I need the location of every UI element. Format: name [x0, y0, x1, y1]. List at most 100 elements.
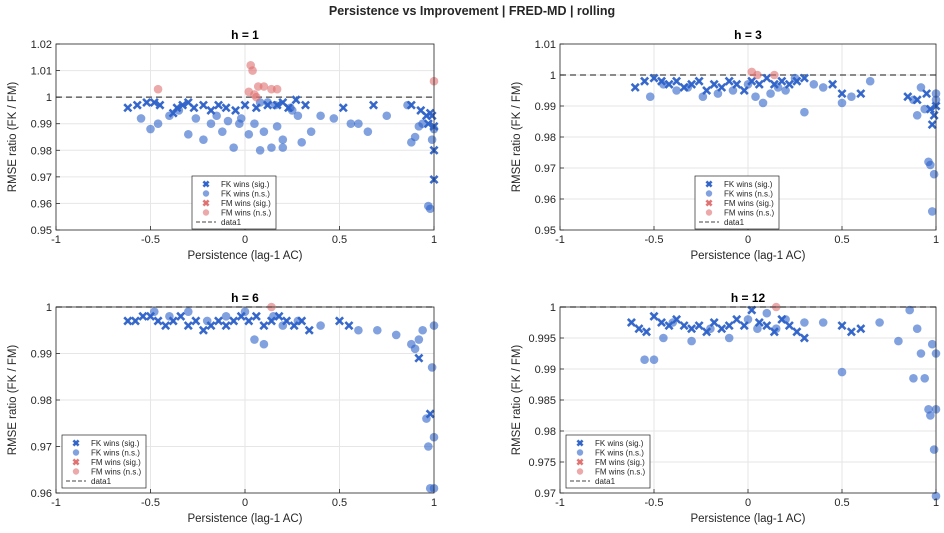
point-fk-wins-n-s-: [165, 312, 174, 321]
x-tick-label: 1: [933, 234, 939, 246]
point-fk-wins-sig-: [231, 105, 241, 115]
y-tick-label: 1: [550, 302, 556, 314]
point-fk-wins-n-s-: [235, 119, 244, 129]
point-fk-wins-n-s-: [136, 114, 146, 123]
x-axis-label: Persistence (lag-1 AC): [690, 513, 805, 525]
point-fk-wins-sig-: [724, 76, 734, 86]
panel-title: h = 6: [231, 291, 259, 305]
legend-entry: FK wins (n.s.): [724, 190, 773, 199]
point-fk-wins-n-s-: [229, 143, 238, 152]
point-fk-wins-n-s-: [706, 324, 715, 334]
legend-entry: FM wins (n.s.): [595, 468, 646, 477]
point-fk-wins-n-s-: [743, 315, 753, 324]
point-fk-wins-n-s-: [927, 207, 937, 216]
point-fk-wins-sig-: [792, 327, 802, 337]
point-fk-wins-n-s-: [278, 135, 288, 144]
point-fk-wins-n-s-: [916, 83, 926, 92]
point-fk-wins-sig-: [300, 100, 310, 110]
point-fk-wins-n-s-: [244, 130, 254, 139]
point-fk-wins-sig-: [214, 100, 224, 110]
x-tick-label: -0.5: [141, 497, 160, 509]
point-fk-wins-n-s-: [790, 73, 800, 83]
point-fk-wins-n-s-: [418, 325, 427, 335]
point-fk-wins-sig-: [837, 89, 847, 99]
point-fk-wins-sig-: [649, 73, 659, 83]
point-fk-wins-n-s-: [773, 83, 783, 92]
point-fk-wins-n-s-: [212, 111, 221, 121]
y-tick-label: 1: [46, 302, 52, 314]
point-fk-wins-sig-: [626, 317, 636, 328]
point-fk-wins-n-s-: [758, 98, 768, 108]
y-tick-label: 0.95: [535, 225, 556, 237]
legend-marker-circle: [705, 209, 713, 216]
legend-entry: FM wins (sig.): [91, 458, 141, 467]
point-fk-wins-sig-: [214, 316, 224, 326]
point-fk-wins-n-s-: [410, 344, 420, 354]
point-fk-wins-n-s-: [354, 325, 363, 335]
panel-title: h = 12: [731, 291, 766, 305]
legend-entry: FK wins (sig.): [595, 439, 644, 448]
point-fk-wins-n-s-: [649, 355, 659, 365]
point-fk-wins-n-s-: [174, 106, 184, 115]
point-fm-wins-n-s-: [753, 70, 762, 80]
legend-entry: FK wins (sig.): [724, 180, 773, 189]
legend-entry: FK wins (n.s.): [91, 449, 140, 458]
point-fk-wins-n-s-: [929, 445, 939, 454]
x-tick-label: 1: [431, 234, 437, 246]
point-fk-wins-n-s-: [909, 374, 918, 383]
point-fk-wins-n-s-: [422, 414, 431, 423]
point-fk-wins-sig-: [123, 316, 133, 326]
point-fk-wins-sig-: [183, 321, 193, 331]
legend-marker-circle: [72, 468, 80, 475]
point-fk-wins-sig-: [291, 95, 301, 105]
point-fk-wins-sig-: [414, 353, 424, 363]
point-fk-wins-sig-: [856, 89, 866, 99]
point-fk-wins-n-s-: [766, 89, 775, 98]
point-fk-wins-n-s-: [931, 491, 941, 501]
y-tick-label: 0.96: [31, 488, 52, 500]
point-fk-wins-n-s-: [926, 411, 935, 420]
point-fk-wins-n-s-: [267, 143, 276, 152]
y-tick-label: 0.97: [535, 488, 556, 500]
point-fk-wins-n-s-: [909, 95, 918, 105]
y-tick-label: 0.98: [31, 395, 52, 407]
point-fk-wins-n-s-: [316, 321, 325, 330]
y-tick-label: 0.98: [535, 426, 556, 438]
x-tick-label: -0.5: [645, 234, 664, 246]
x-tick-label: 0: [242, 497, 248, 509]
point-fm-wins-n-s-: [259, 82, 269, 91]
point-fk-wins-sig-: [155, 100, 165, 110]
point-fk-wins-n-s-: [645, 92, 655, 101]
point-fk-wins-sig-: [123, 103, 133, 113]
point-fk-wins-n-s-: [713, 89, 723, 98]
point-fk-wins-n-s-: [818, 83, 828, 92]
point-fk-wins-sig-: [754, 79, 764, 89]
point-fk-wins-n-s-: [672, 86, 681, 95]
point-fk-wins-n-s-: [382, 111, 392, 121]
point-fk-wins-n-s-: [847, 92, 856, 101]
point-fm-wins-n-s-: [248, 66, 257, 75]
legend-marker-circle: [576, 449, 584, 456]
point-fk-wins-n-s-: [354, 119, 363, 129]
point-fk-wins-sig-: [929, 110, 939, 120]
panel-2: -1 -0.5 0 0.5 1 0.95 0.96 0.97 0.98 0.99 1 1.01 h = …: [511, 28, 941, 262]
panel-1: -1 -0.5 0 0.5 1 0.95 0.96 0.97 0.98 0.99 1 1.01 1.02…: [7, 28, 439, 262]
point-fk-wins-n-s-: [270, 100, 280, 110]
point-fk-wins-n-s-: [414, 335, 424, 344]
legend: FK wins (sig.)FK wins (n.s.)FM wins (sig…: [565, 434, 651, 489]
point-fk-wins-n-s-: [184, 307, 193, 316]
y-tick-label: 0.95: [31, 225, 52, 237]
point-fk-wins-n-s-: [912, 324, 922, 334]
y-tick-label: 0.99: [31, 349, 52, 361]
point-fk-wins-n-s-: [640, 355, 649, 365]
legend-entry: FK wins (sig.): [91, 439, 140, 448]
x-tick-label: 1: [933, 497, 939, 509]
point-fk-wins-n-s-: [771, 324, 781, 334]
point-fk-wins-n-s-: [875, 318, 884, 327]
point-fk-wins-sig-: [161, 321, 171, 331]
panel-title: h = 3: [734, 28, 762, 42]
point-fk-wins-n-s-: [929, 169, 939, 179]
point-fk-wins-n-s-: [250, 119, 259, 129]
point-fk-wins-sig-: [198, 325, 208, 335]
